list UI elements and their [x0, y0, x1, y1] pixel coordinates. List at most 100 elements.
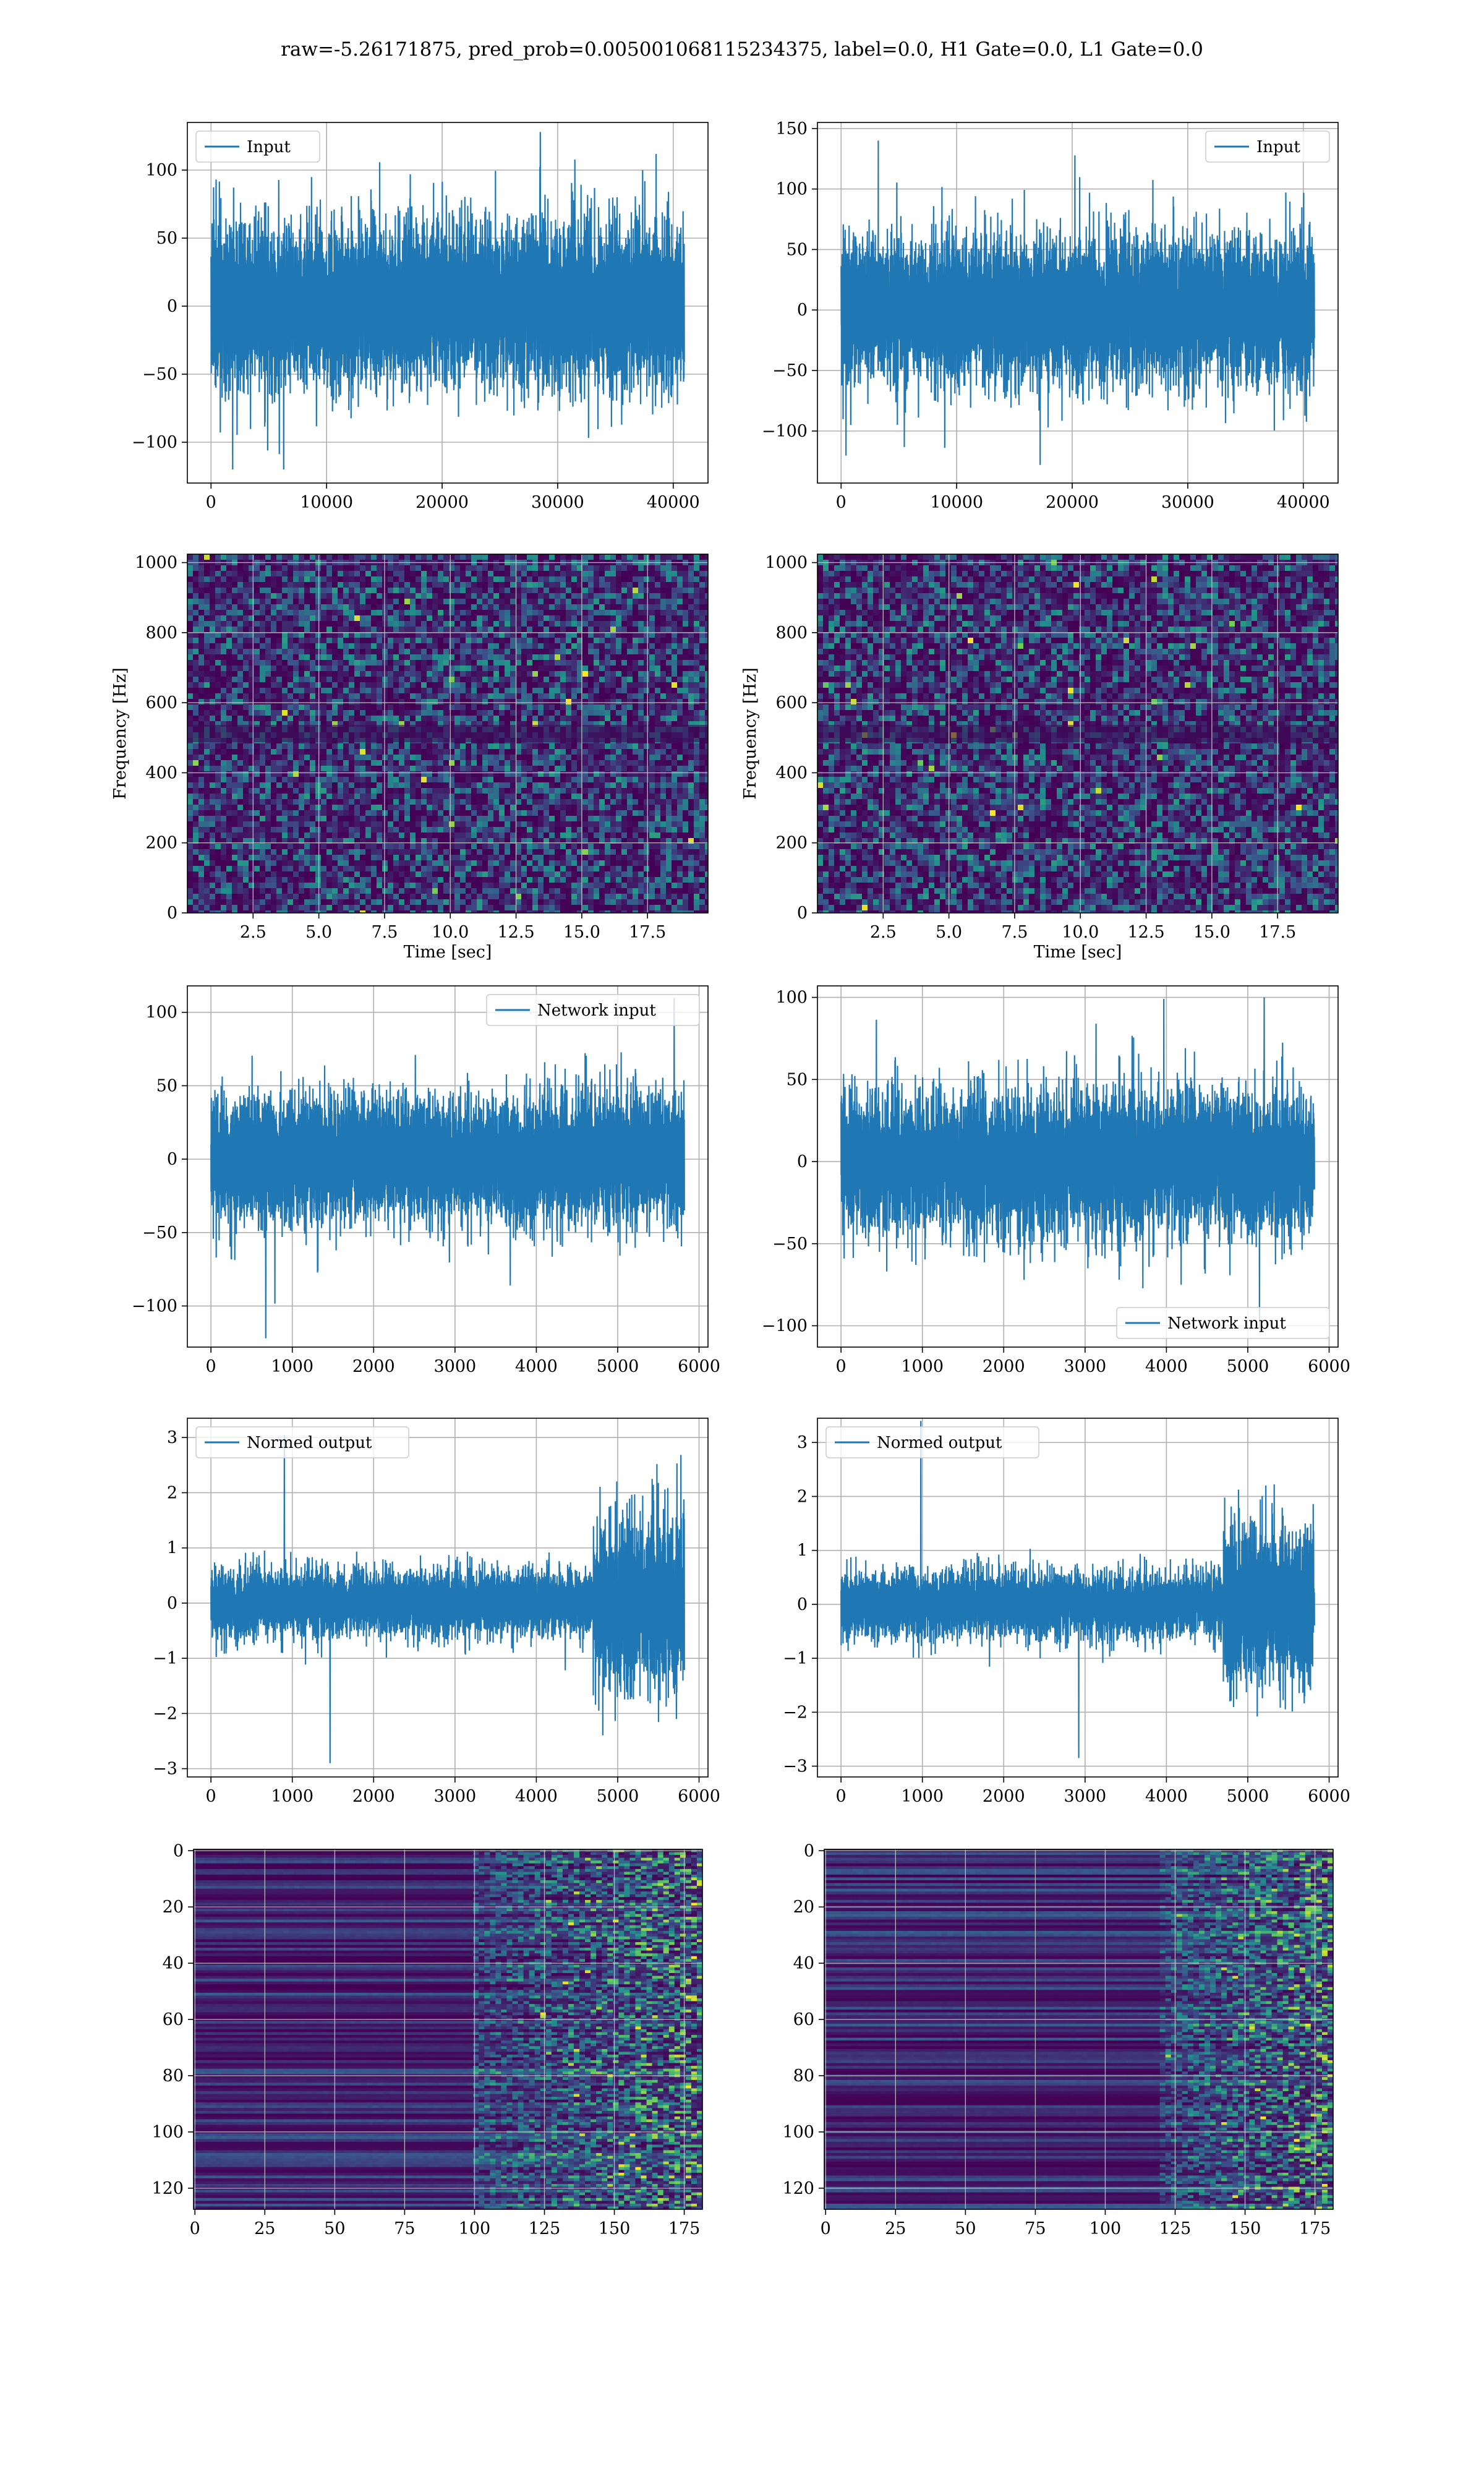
x-tick-label: 50 [324, 2219, 345, 2238]
y-tick-label: 120 [151, 2179, 184, 2198]
x-tick-label: 10.0 [432, 923, 469, 942]
grid [824, 1849, 1333, 2209]
x-ticks: 2.5 5.0 7.5 10.0 12.5 15.0 17.5 [240, 913, 666, 942]
panel-normed-output-h1: Normed output 0 1000 2000 3000 4000 5000 6000 −3… [153, 1418, 720, 1806]
heatmap-cells [187, 554, 708, 913]
legend-label: Input [247, 138, 291, 156]
y-tick-label: 200 [775, 834, 808, 853]
x-tick-label: 4000 [515, 1357, 558, 1376]
y-tick-label: −2 [153, 1704, 177, 1723]
legend: Normed output [825, 1426, 1039, 1458]
axes-frame [817, 554, 1339, 914]
x-tick-label: 5000 [1227, 1787, 1269, 1806]
x-tick-label: 0 [206, 493, 216, 512]
legend-label: Normed output [877, 1434, 1002, 1452]
y-tick-label: −1 [783, 1649, 808, 1668]
x-tick-label: 1000 [901, 1787, 944, 1806]
x-tick-label: 0 [836, 1357, 846, 1376]
x-tick-label: 5000 [597, 1357, 639, 1376]
heatmap-cells [194, 1849, 702, 2209]
x-tick-label: 0 [190, 2219, 200, 2238]
x-tick-label: 150 [1229, 2219, 1261, 2238]
y-tick-label: 0 [797, 904, 808, 923]
legend-box [1116, 1307, 1330, 1339]
x-tick-label: 30000 [1161, 493, 1214, 512]
x-tick-label: 0 [206, 1357, 216, 1376]
y-tick-label: 40 [163, 1954, 184, 1973]
y-tick-label: 60 [793, 2010, 814, 2029]
x-tick-label: 15.0 [1193, 923, 1230, 942]
panel-feature-map-h1: 0 25 50 75 100 125 150 175 0 20 40 60 80 100 120 [151, 1841, 703, 2238]
x-tick-label: 125 [1159, 2219, 1192, 2238]
series-line [840, 997, 1315, 1329]
x-tick-label: 2.5 [870, 923, 897, 942]
x-tick-label: 0 [836, 493, 846, 512]
y-ticks: −100 −50 0 50 100 [132, 1003, 187, 1316]
y-tick-label: 0 [804, 1841, 814, 1860]
y-tick-label: 2 [167, 1483, 177, 1502]
y-tick-label: 200 [145, 834, 177, 853]
axes-frame [187, 122, 709, 484]
series-line [840, 1421, 1315, 1758]
x-tick-label: 4000 [515, 1787, 558, 1806]
x-tick-label: 0 [206, 1787, 216, 1806]
y-ticks: 0 20 40 60 80 100 120 [782, 1841, 824, 2198]
y-tick-label: 0 [173, 1841, 184, 1860]
x-tick-label: 2000 [983, 1357, 1025, 1376]
heatmap-band [187, 725, 708, 742]
y-tick-label: 0 [167, 1594, 177, 1613]
y-tick-label: 20 [163, 1898, 184, 1917]
x-axis-label: Time [sec] [1034, 943, 1122, 962]
x-tick-label: 150 [599, 2219, 631, 2238]
x-tick-label: 15.0 [563, 923, 600, 942]
heatmap-cells [824, 1849, 1333, 2209]
x-tick-label: 75 [1025, 2219, 1046, 2238]
y-tick-label: 1000 [765, 554, 808, 573]
panel-input-h1: Input 0 10000 20000 30000 40000 −100 −50 0 50 100 [132, 122, 709, 512]
y-tick-label: 0 [797, 1152, 808, 1171]
x-tick-label: 2.5 [240, 923, 267, 942]
y-ticks: −3 −2 −1 0 1 2 3 [153, 1428, 187, 1779]
y-tick-label: 3 [797, 1433, 808, 1452]
x-tick-label: 10000 [930, 493, 983, 512]
x-tick-label: 6000 [678, 1357, 720, 1376]
y-tick-label: −100 [132, 1297, 177, 1316]
y-tick-label: −100 [762, 422, 808, 441]
x-tick-label: 17.5 [629, 923, 666, 942]
axes-frame [193, 1849, 703, 2210]
legend: Input [1205, 131, 1330, 163]
y-tick-label: 600 [145, 693, 177, 713]
y-ticks: −100 −50 0 50 100 150 [762, 119, 817, 441]
y-tick-label: 1 [797, 1541, 808, 1560]
figure-suptitle: raw=-5.26171875, pred_prob=0.00500106811… [0, 38, 1484, 61]
y-ticks: 0 20 40 60 80 100 120 [151, 1841, 194, 2198]
series-line [840, 140, 1315, 465]
x-ticks: 0 1000 2000 3000 4000 5000 6000 [836, 1347, 1350, 1376]
legend: Normed output [195, 1426, 409, 1458]
y-tick-label: 100 [151, 2123, 184, 2142]
x-tick-label: 12.5 [498, 923, 535, 942]
y-tick-label: −50 [772, 361, 808, 380]
x-tick-label: 175 [1299, 2219, 1331, 2238]
y-tick-label: 0 [167, 904, 177, 923]
legend-box [1205, 131, 1330, 163]
y-tick-label: 50 [156, 229, 177, 248]
x-tick-label: 0 [836, 1787, 846, 1806]
x-ticks: 0 10000 20000 30000 40000 [836, 483, 1330, 512]
x-tick-label: 6000 [1308, 1357, 1350, 1376]
legend: Network input [486, 994, 700, 1026]
y-tick-label: 100 [145, 161, 177, 180]
axes-frame [817, 985, 1339, 1348]
x-tick-label: 40000 [1277, 493, 1330, 512]
x-ticks: 0 25 50 75 100 125 150 175 [821, 2209, 1331, 2238]
y-tick-label: −100 [132, 433, 177, 452]
y-tick-label: 80 [793, 2066, 814, 2086]
series-line [210, 1434, 685, 1763]
x-tick-label: 4000 [1145, 1357, 1188, 1376]
y-tick-label: 1000 [135, 554, 177, 573]
y-tick-label: 800 [145, 623, 177, 643]
x-tick-label: 6000 [1308, 1787, 1350, 1806]
x-ticks: 2.5 5.0 7.5 10.0 12.5 15.0 17.5 [870, 913, 1296, 942]
